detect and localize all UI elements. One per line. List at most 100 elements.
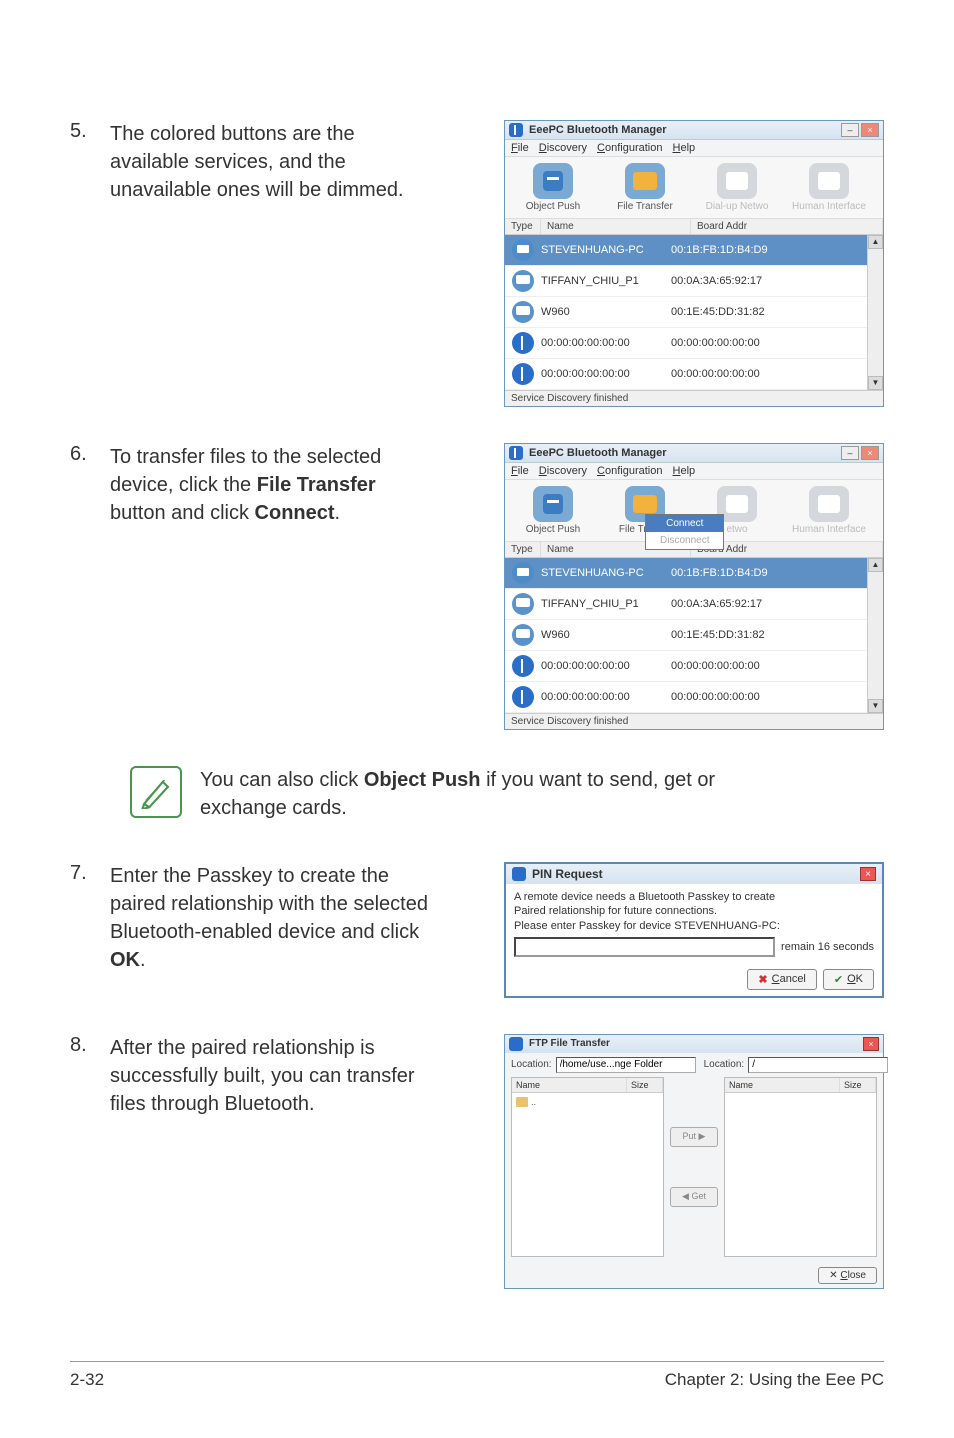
bluetooth-manager-window: EeePC Bluetooth Manager – × File Discove… [504,443,884,730]
bluetooth-manager-window: EeePC Bluetooth Manager – × File Discove… [504,120,884,407]
ftp-transfer-window: FTP File Transfer × Location: Location: [504,1034,884,1289]
scroll-up-icon[interactable]: ▲ [868,235,883,249]
step-number: 7. [70,862,110,974]
location-label: Location: [511,1059,552,1070]
note-text: You can also click Object Push if you wa… [200,766,800,822]
file-transfer-button[interactable]: File Transfer [601,163,689,212]
laptop-icon [512,270,534,292]
menu-file[interactable]: File [511,142,529,154]
menu-discovery[interactable]: Discovery [539,142,587,154]
dialog-title: PIN Request [532,867,860,881]
col-type: Type [505,542,541,557]
col-name: Name [725,1078,840,1092]
menu-file[interactable]: File [511,465,529,477]
scrollbar[interactable]: ▲ ▼ [867,235,883,390]
device-row[interactable]: TIFFANY_CHIU_P1 00:0A:3A:65:92:17 [505,266,883,297]
scroll-up-icon[interactable]: ▲ [868,558,883,572]
menu-configuration[interactable]: Configuration [597,465,662,477]
laptop-icon [512,624,534,646]
countdown-text: remain 16 seconds [781,941,874,953]
bluetooth-icon [509,446,523,460]
status-bar: Service Discovery finished [505,713,883,729]
close-button[interactable]: × [861,123,879,137]
device-row[interactable]: STEVENHUANG-PC 00:1B:FB:1D:B4:D9 [505,558,883,589]
cancel-button[interactable]: ✖Cancel [747,969,816,990]
page-number: 2-32 [70,1370,104,1390]
window-title: EeePC Bluetooth Manager [529,447,841,459]
minimize-button[interactable]: – [841,123,859,137]
bluetooth-icon [509,1037,523,1051]
scrollbar[interactable]: ▲ ▼ [867,558,883,713]
disconnect-item: Disconnect [646,532,723,549]
connect-item[interactable]: Connect [646,515,723,532]
folder-icon [516,1097,528,1107]
menu-configuration[interactable]: Configuration [597,142,662,154]
close-button[interactable]: × [860,867,876,881]
file-transfer-menu: Connect Disconnect [645,514,724,550]
menu-discovery[interactable]: Discovery [539,465,587,477]
step-text: The colored buttons are the available se… [110,120,430,204]
local-pane: Name Size .. [511,1077,664,1257]
step-number: 6. [70,443,110,527]
object-push-button[interactable]: Object Push [509,486,597,535]
scroll-down-icon[interactable]: ▼ [868,376,883,390]
step-number: 8. [70,1034,110,1118]
menu-help[interactable]: Help [673,465,696,477]
object-push-button[interactable]: Object Push [509,163,597,212]
device-row[interactable]: 00:00:00:00:00:00 00:00:00:00:00:00 [505,682,883,713]
bluetooth-device-icon [512,363,534,385]
bluetooth-device-icon [512,686,534,708]
col-size: Size [840,1078,876,1092]
bluetooth-device-icon [512,655,534,677]
status-bar: Service Discovery finished [505,390,883,406]
remote-location-input[interactable] [748,1057,888,1073]
hid-button: Human Interface [785,486,873,535]
bluetooth-icon [509,123,523,137]
bluetooth-icon [512,867,526,881]
hid-button: Human Interface [785,163,873,212]
col-size: Size [627,1078,663,1092]
dialog-text: A remote device needs a Bluetooth Passke… [514,890,874,904]
pc-icon [512,562,534,584]
minimize-button[interactable]: – [841,446,859,460]
dialup-button: Dial-up Netwo [693,163,781,212]
remote-pane: Name Size [724,1077,877,1257]
pin-request-dialog: PIN Request × A remote device needs a Bl… [504,862,884,998]
menu-help[interactable]: Help [673,142,696,154]
chapter-title: Chapter 2: Using the Eee PC [665,1370,884,1390]
passkey-input[interactable] [514,937,775,957]
close-button[interactable]: ✕ Close [818,1267,877,1284]
local-location-input[interactable] [556,1057,696,1073]
bluetooth-device-icon [512,332,534,354]
col-type: Type [505,219,541,234]
put-button[interactable]: Put ▶ [670,1127,718,1147]
dialog-text: Paired relationship for future connectio… [514,904,874,918]
step-number: 5. [70,120,110,204]
device-row[interactable]: 00:00:00:00:00:00 00:00:00:00:00:00 [505,651,883,682]
get-button[interactable]: ◀ Get [670,1187,718,1207]
file-transfer-button[interactable]: File Transfe Connect Disconnect [601,486,689,535]
step-text: Enter the Passkey to create the paired r… [110,862,430,974]
device-row[interactable]: W960 00:1E:45:DD:31:82 [505,297,883,328]
folder-up[interactable]: .. [516,1097,659,1107]
device-row[interactable]: W960 00:1E:45:DD:31:82 [505,620,883,651]
device-row[interactable]: STEVENHUANG-PC 00:1B:FB:1D:B4:D9 [505,235,883,266]
scroll-down-icon[interactable]: ▼ [868,699,883,713]
menubar: File Discovery Configuration Help [505,463,883,480]
laptop-icon [512,593,534,615]
menubar: File Discovery Configuration Help [505,140,883,157]
note-icon [130,766,182,818]
col-name: Name [512,1078,627,1092]
close-button[interactable]: × [863,1037,879,1051]
device-row[interactable]: 00:00:00:00:00:00 00:00:00:00:00:00 [505,359,883,390]
window-title: FTP File Transfer [529,1038,863,1049]
device-row[interactable]: TIFFANY_CHIU_P1 00:0A:3A:65:92:17 [505,589,883,620]
device-row[interactable]: 00:00:00:00:00:00 00:00:00:00:00:00 [505,328,883,359]
dialog-text: Please enter Passkey for device STEVENHU… [514,919,874,933]
window-title: EeePC Bluetooth Manager [529,124,841,136]
col-addr: Board Addr [691,219,883,234]
close-button[interactable]: × [861,446,879,460]
ok-button[interactable]: ✔OK [823,969,874,990]
step-text: After the paired relationship is success… [110,1034,430,1118]
pc-icon [512,239,534,261]
